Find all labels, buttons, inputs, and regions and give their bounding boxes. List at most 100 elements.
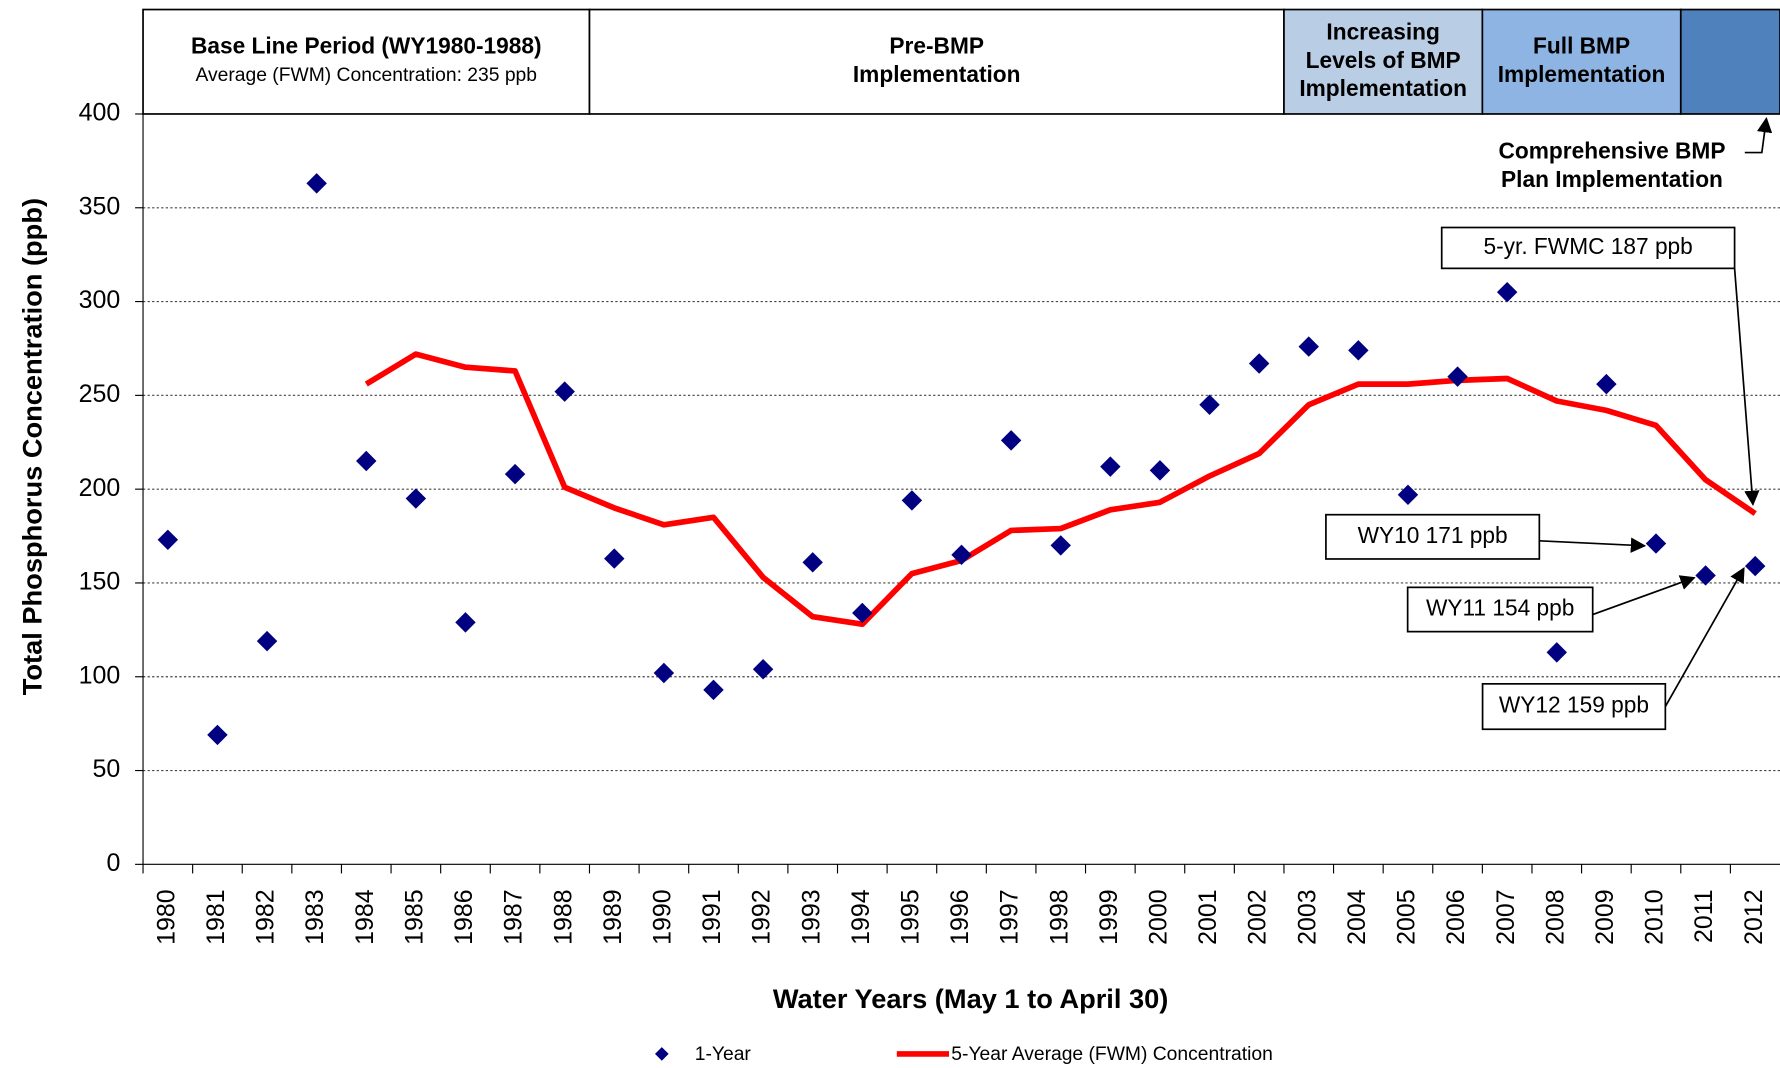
- point: [504, 463, 526, 485]
- point: [1546, 642, 1567, 663]
- x-tick-label: 1989: [599, 889, 627, 945]
- y-tick-label: 300: [79, 286, 121, 314]
- header-band-text: Pre-BMP: [889, 33, 984, 59]
- point: [1645, 533, 1667, 554]
- x-tick-label: 1980: [152, 889, 180, 945]
- header-band-text: Implementation: [1498, 61, 1666, 87]
- header-band-text: Full BMP: [1533, 33, 1630, 59]
- x-tick-label: 1983: [301, 889, 329, 945]
- point: [1050, 535, 1071, 556]
- y-tick-label: 350: [79, 192, 121, 220]
- header-band-text: Increasing: [1326, 18, 1439, 44]
- point: [157, 529, 179, 551]
- y-tick-label: 50: [93, 755, 121, 783]
- callout-arrow: [1733, 268, 1760, 506]
- legend-label: 5-Year Average (FWM) Concentration: [951, 1044, 1273, 1065]
- point: [604, 548, 625, 569]
- point: [1596, 373, 1617, 395]
- header-band-text: Levels of BMP: [1306, 47, 1461, 73]
- y-tick-label: 200: [79, 474, 121, 502]
- header-band: [1283, 8, 1484, 115]
- point: [1248, 353, 1270, 374]
- x-tick-label: 2007: [1492, 889, 1520, 945]
- callout-box: [1440, 226, 1736, 270]
- x-tick-label: 2011: [1690, 889, 1718, 943]
- x-tick-label: 1997: [996, 889, 1024, 945]
- point: [703, 679, 724, 701]
- header-band-text: Average (FWM) Concentration: 235 ppb: [195, 65, 537, 86]
- callout-text: WY12 159 ppb: [1499, 692, 1649, 718]
- line: [364, 351, 1757, 628]
- x-tick-label: 1995: [897, 889, 925, 945]
- point: [554, 381, 575, 402]
- header-band-text: Base Line Period (WY1980-1988): [191, 33, 542, 59]
- x-tick-label: 1998: [1045, 889, 1073, 945]
- y-tick-label: 100: [79, 661, 121, 689]
- x-tick-label: 1990: [648, 889, 676, 945]
- x-tick-label: 1991: [698, 889, 726, 945]
- callout-text: 5-yr. FWMC 187 ppb: [1484, 233, 1693, 259]
- x-tick-label: 2009: [1591, 889, 1619, 945]
- y-tick-label: 150: [79, 568, 121, 596]
- x-tick-label: 2003: [1293, 889, 1321, 945]
- callout-text: WY11 154 ppb: [1426, 594, 1574, 620]
- point: [356, 450, 377, 472]
- x-tick-label: 1996: [946, 889, 974, 945]
- x-tick-label: 1987: [500, 889, 528, 945]
- band-note-arrow: [1744, 116, 1773, 154]
- point: [1744, 555, 1766, 577]
- point: [1000, 430, 1022, 451]
- x-tick-label: 2002: [1244, 889, 1272, 945]
- y-tick-label: 250: [79, 380, 121, 408]
- x-tick-label: 1999: [1095, 889, 1123, 945]
- x-tick-label: 2012: [1740, 889, 1768, 945]
- x-tick-label: 2000: [1145, 889, 1173, 945]
- callout-arrow: [1664, 567, 1745, 707]
- x-tick-label: 1984: [351, 889, 379, 945]
- header-band-text: Implementation: [1299, 75, 1467, 101]
- x-tick-label: 1981: [202, 889, 230, 945]
- callout-arrow: [1592, 575, 1696, 616]
- point: [1695, 565, 1716, 586]
- point: [1348, 340, 1369, 361]
- header-band: [1679, 8, 1780, 115]
- y-tick-label: 400: [79, 99, 121, 127]
- x-tick-label: 2006: [1442, 889, 1470, 945]
- point: [901, 490, 923, 511]
- point: [1447, 366, 1468, 387]
- point: [1298, 336, 1319, 357]
- header-band: [1481, 8, 1682, 115]
- point: [405, 488, 427, 509]
- x-tick-label: 1985: [400, 889, 428, 945]
- callout-text: WY10 171 ppb: [1358, 522, 1508, 548]
- x-tick-label: 1986: [450, 889, 478, 945]
- header-band: [142, 8, 591, 115]
- x-tick-label: 2008: [1541, 889, 1569, 945]
- x-tick-label: 2005: [1393, 889, 1421, 945]
- point: [1199, 394, 1220, 415]
- point: [1496, 281, 1518, 303]
- header-band-text: Implementation: [853, 61, 1021, 87]
- point: [1149, 460, 1171, 481]
- x-tick-label: 2010: [1641, 889, 1669, 945]
- callout-arrow: [1539, 537, 1647, 553]
- x-tick-label: 1994: [847, 889, 875, 945]
- x-tick-label: 1992: [748, 889, 776, 945]
- point: [1397, 484, 1419, 506]
- y-tick-label: 0: [106, 849, 120, 877]
- point: [653, 662, 675, 684]
- band-note: Plan Implementation: [1501, 166, 1723, 192]
- point: [256, 630, 278, 652]
- point: [802, 552, 823, 573]
- callout-box: [1406, 586, 1594, 633]
- x-axis-title: Water Years (May 1 to April 30): [773, 983, 1169, 1014]
- x-tick-label: 1993: [797, 889, 825, 945]
- point: [951, 544, 972, 566]
- legend-label: 1-Year: [695, 1044, 752, 1065]
- point: [455, 612, 476, 633]
- legend-marker: [655, 1047, 669, 1061]
- x-tick-label: 1988: [549, 889, 577, 945]
- y-axis-title: Total Phosphorus Concentration (ppb): [16, 198, 47, 695]
- x-tick-label: 2001: [1194, 889, 1222, 945]
